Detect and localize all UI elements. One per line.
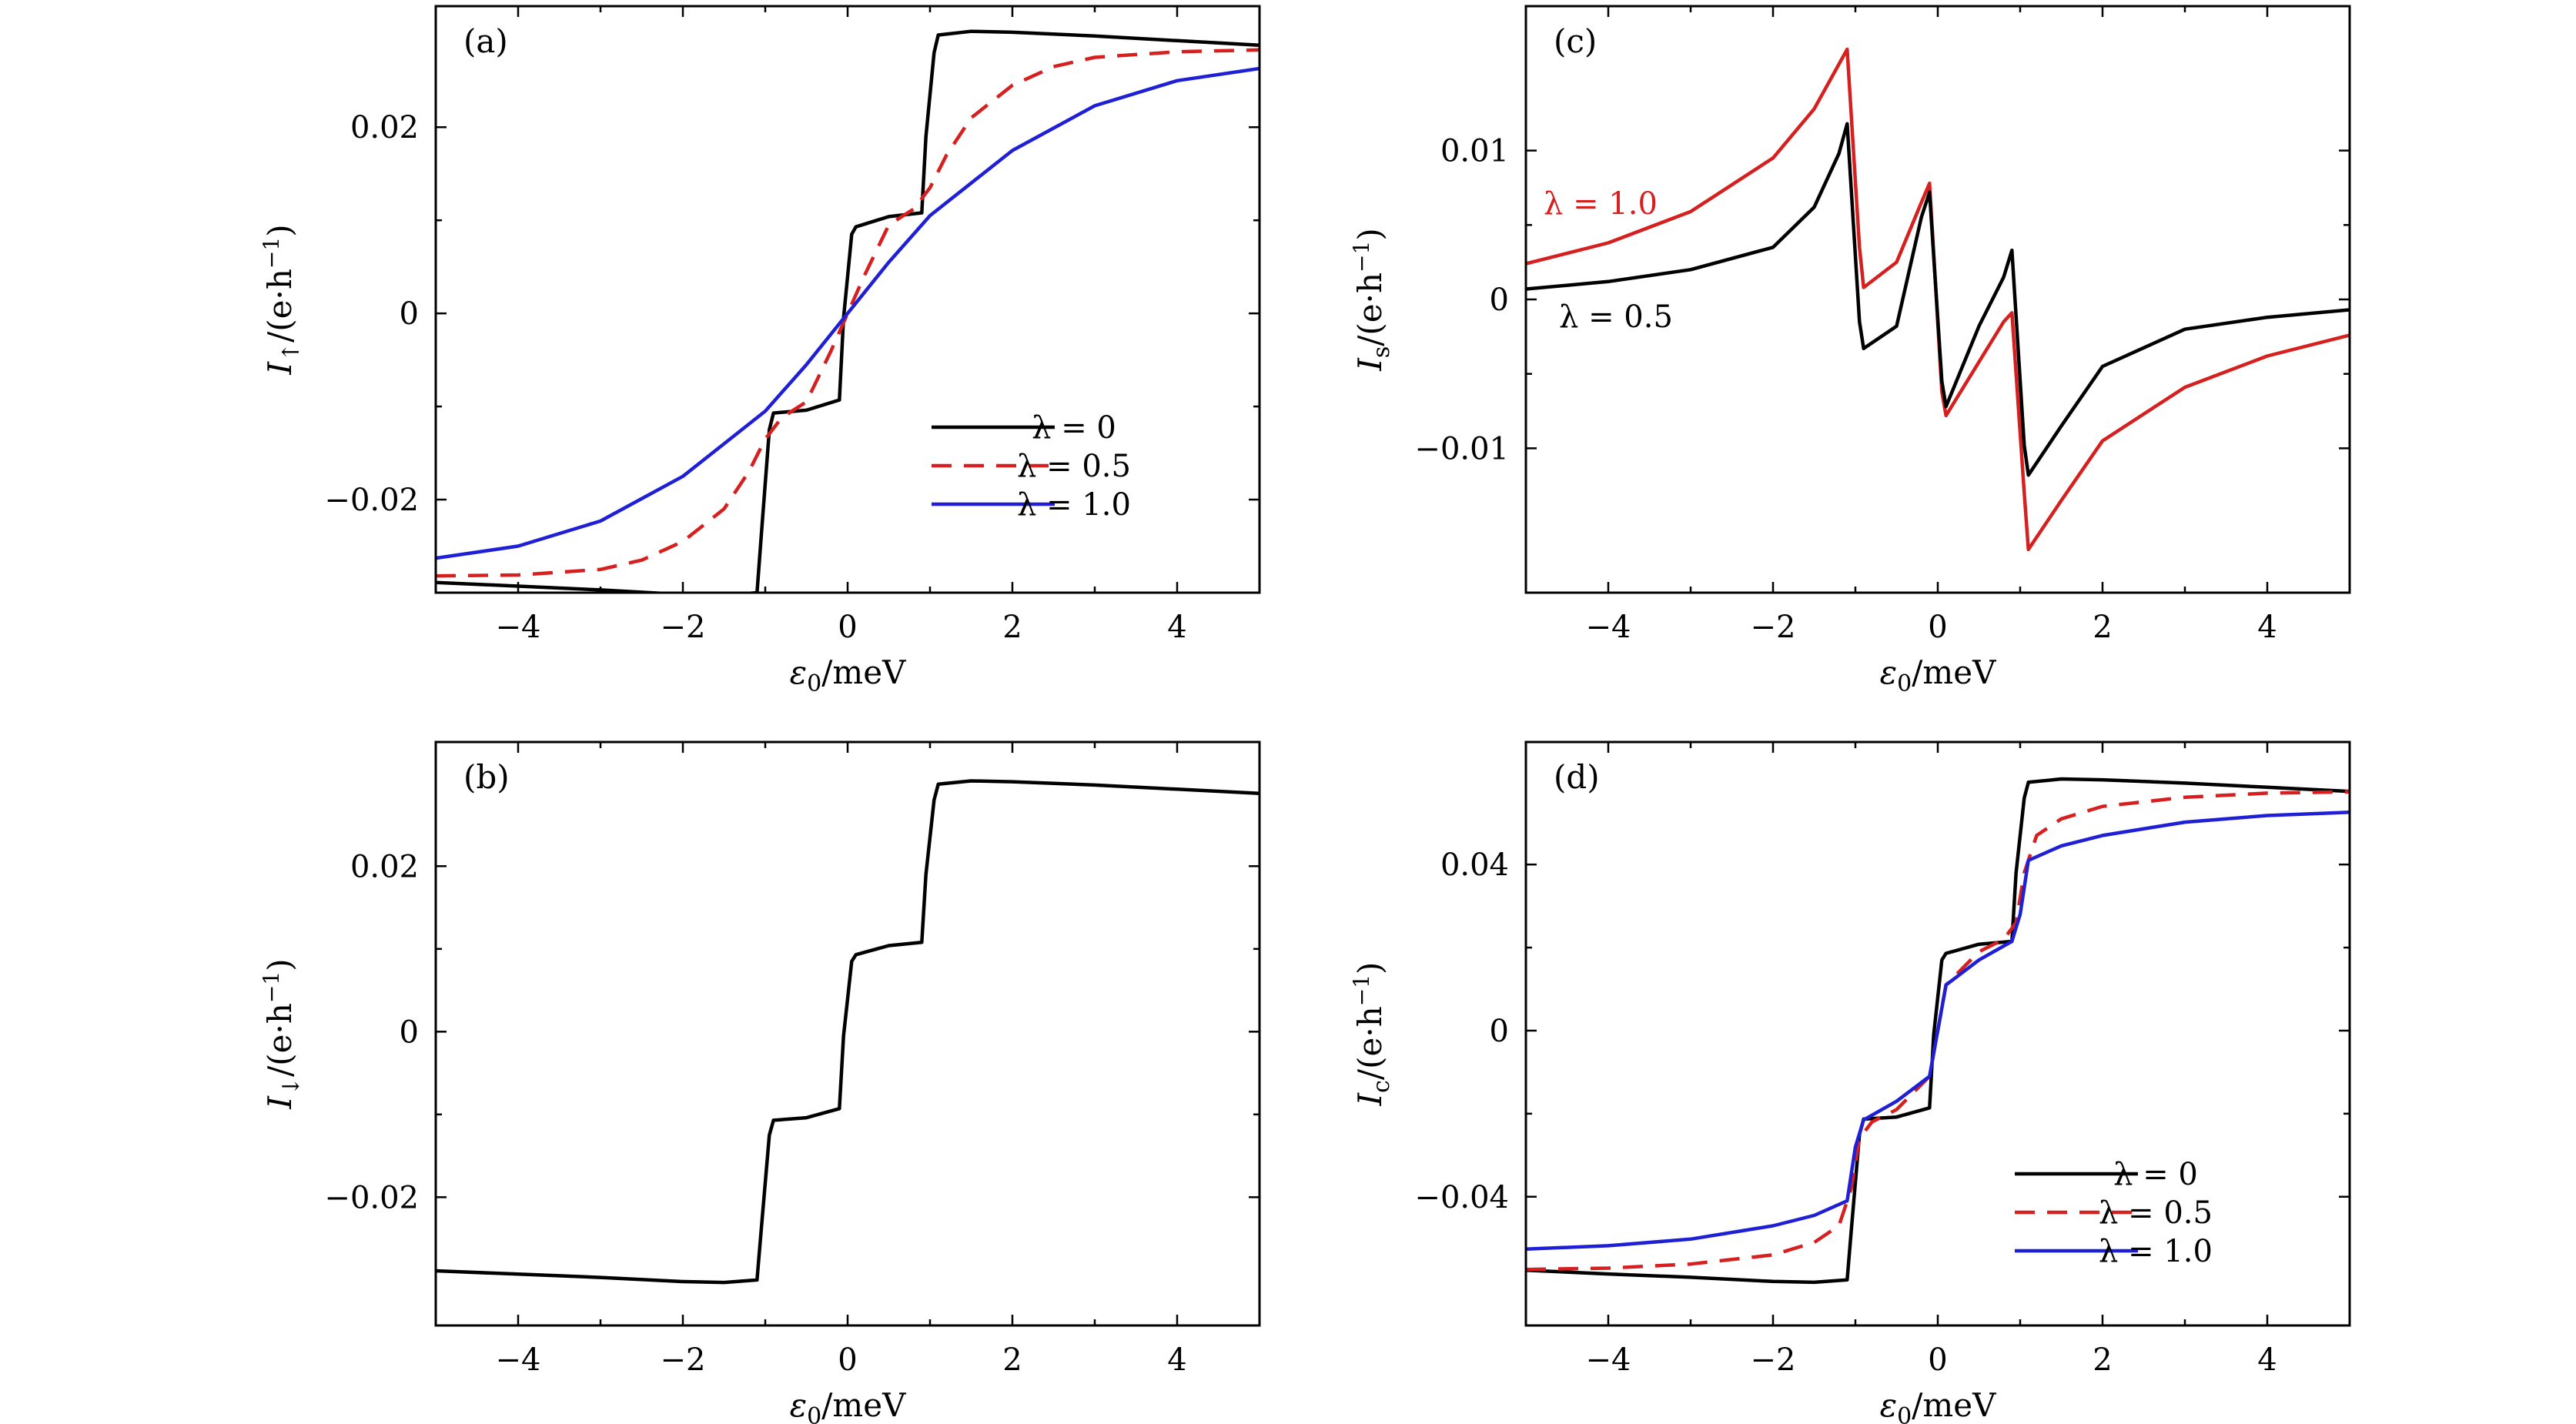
- x-tick-label: 4: [1167, 610, 1186, 645]
- x-tick-label: 0: [1928, 1342, 1947, 1378]
- x-tick-label: 0: [838, 1342, 857, 1378]
- y-tick-label: 0: [400, 296, 419, 332]
- x-axis-label: ε0/meV: [1880, 1386, 1996, 1424]
- y-axis-label: Ic/(e·h−1): [1349, 962, 1395, 1107]
- x-tick-label: 4: [1167, 1342, 1186, 1378]
- x-axis-label: ε0/meV: [1880, 654, 1996, 697]
- y-tick-label: −0.02: [324, 1180, 419, 1215]
- y-tick-label: −0.02: [324, 483, 419, 518]
- y-tick-label: −0.01: [1414, 431, 1509, 466]
- x-axis-label: ε0/meV: [790, 654, 906, 697]
- y-tick-label: 0: [1490, 1014, 1509, 1049]
- y-axis-label: I↓/(e·h−1): [259, 958, 305, 1109]
- legend-label: λ = 0: [2113, 1157, 2198, 1192]
- legend-label: λ = 1.0: [2099, 1234, 2213, 1269]
- legend-label: λ = 0.5: [2099, 1195, 2213, 1231]
- panel-tag: (d): [1554, 758, 1600, 796]
- y-tick-label: 0.04: [1440, 847, 1509, 883]
- series-annotation: λ = 1.0: [1544, 186, 1658, 222]
- y-tick-label: 0.01: [1440, 134, 1509, 169]
- panel-c: −4 −2 0 2 4 −0.01 0 0.01 (c) ε0/meV Is/(e·h−1) λ = …: [1349, 5, 2351, 697]
- series-line-0-5: [436, 48, 1260, 578]
- x-tick-label: 2: [1002, 610, 1022, 645]
- plot-frame: [434, 740, 1261, 1327]
- series-line-main: [436, 779, 1260, 1285]
- panel-tag: (b): [463, 758, 510, 796]
- x-tick-label: −4: [1586, 610, 1631, 645]
- legend: λ = 0λ = 0.5λ = 1.0: [932, 410, 1131, 523]
- x-tick-label: −4: [1586, 1342, 1631, 1378]
- legend-label: λ = 1.0: [1017, 487, 1131, 523]
- x-tick-label: −2: [661, 1342, 706, 1378]
- x-tick-label: −4: [496, 610, 541, 645]
- x-axis-label: ε0/meV: [790, 1386, 906, 1424]
- x-tick-label: 0: [838, 610, 857, 645]
- x-tick-label: 2: [1002, 1342, 1022, 1378]
- y-tick-label: 0.02: [350, 849, 419, 884]
- panel-tag: (c): [1554, 22, 1597, 60]
- series-line-0-5: [1526, 122, 2350, 477]
- x-tick-label: 4: [2257, 610, 2277, 645]
- series-line-0: [436, 29, 1260, 593]
- panel-tag: (a): [463, 22, 508, 60]
- panel-a: −4 −2 0 2 4 −0.02 0 0.02 (a) ε0/meV I↑/(e·h−1) λ = …: [259, 5, 1261, 697]
- x-tick-label: 4: [2257, 1342, 2277, 1378]
- x-tick-label: −4: [496, 1342, 541, 1378]
- y-tick-label: 0.02: [350, 110, 419, 145]
- series-line-1-0: [436, 66, 1260, 560]
- x-tick-label: −2: [661, 610, 706, 645]
- y-axis-label: I↑/(e·h−1): [259, 224, 305, 375]
- y-axis-label: Is/(e·h−1): [1349, 228, 1395, 371]
- series-line-1-0: [1526, 810, 2350, 1251]
- y-tick-label: −0.04: [1414, 1180, 1509, 1215]
- x-tick-label: −2: [1751, 1342, 1796, 1378]
- legend-label: λ = 0.5: [1017, 449, 1131, 484]
- panel-b: −4 −2 0 2 4 −0.02 0 0.02 (b) ε0/meV I↓/(e·h−1): [259, 740, 1261, 1424]
- series-line-0: [1526, 777, 2350, 1285]
- x-tick-label: 2: [2093, 1342, 2112, 1378]
- x-tick-label: 2: [2093, 610, 2112, 645]
- legend-label: λ = 0: [1032, 410, 1116, 446]
- legend: λ = 0λ = 0.5λ = 1.0: [2015, 1157, 2213, 1269]
- x-tick-label: −2: [1751, 610, 1796, 645]
- series-annotation: λ = 0.5: [1559, 299, 1673, 335]
- panel-d: −4 −2 0 2 4 −0.04 0 0.04 (d) ε0/meV Ic/(e·h−1) λ = …: [1349, 740, 2351, 1424]
- y-tick-label: 0: [400, 1015, 419, 1050]
- y-tick-label: 0: [1490, 282, 1509, 318]
- x-tick-label: 0: [1928, 610, 1947, 645]
